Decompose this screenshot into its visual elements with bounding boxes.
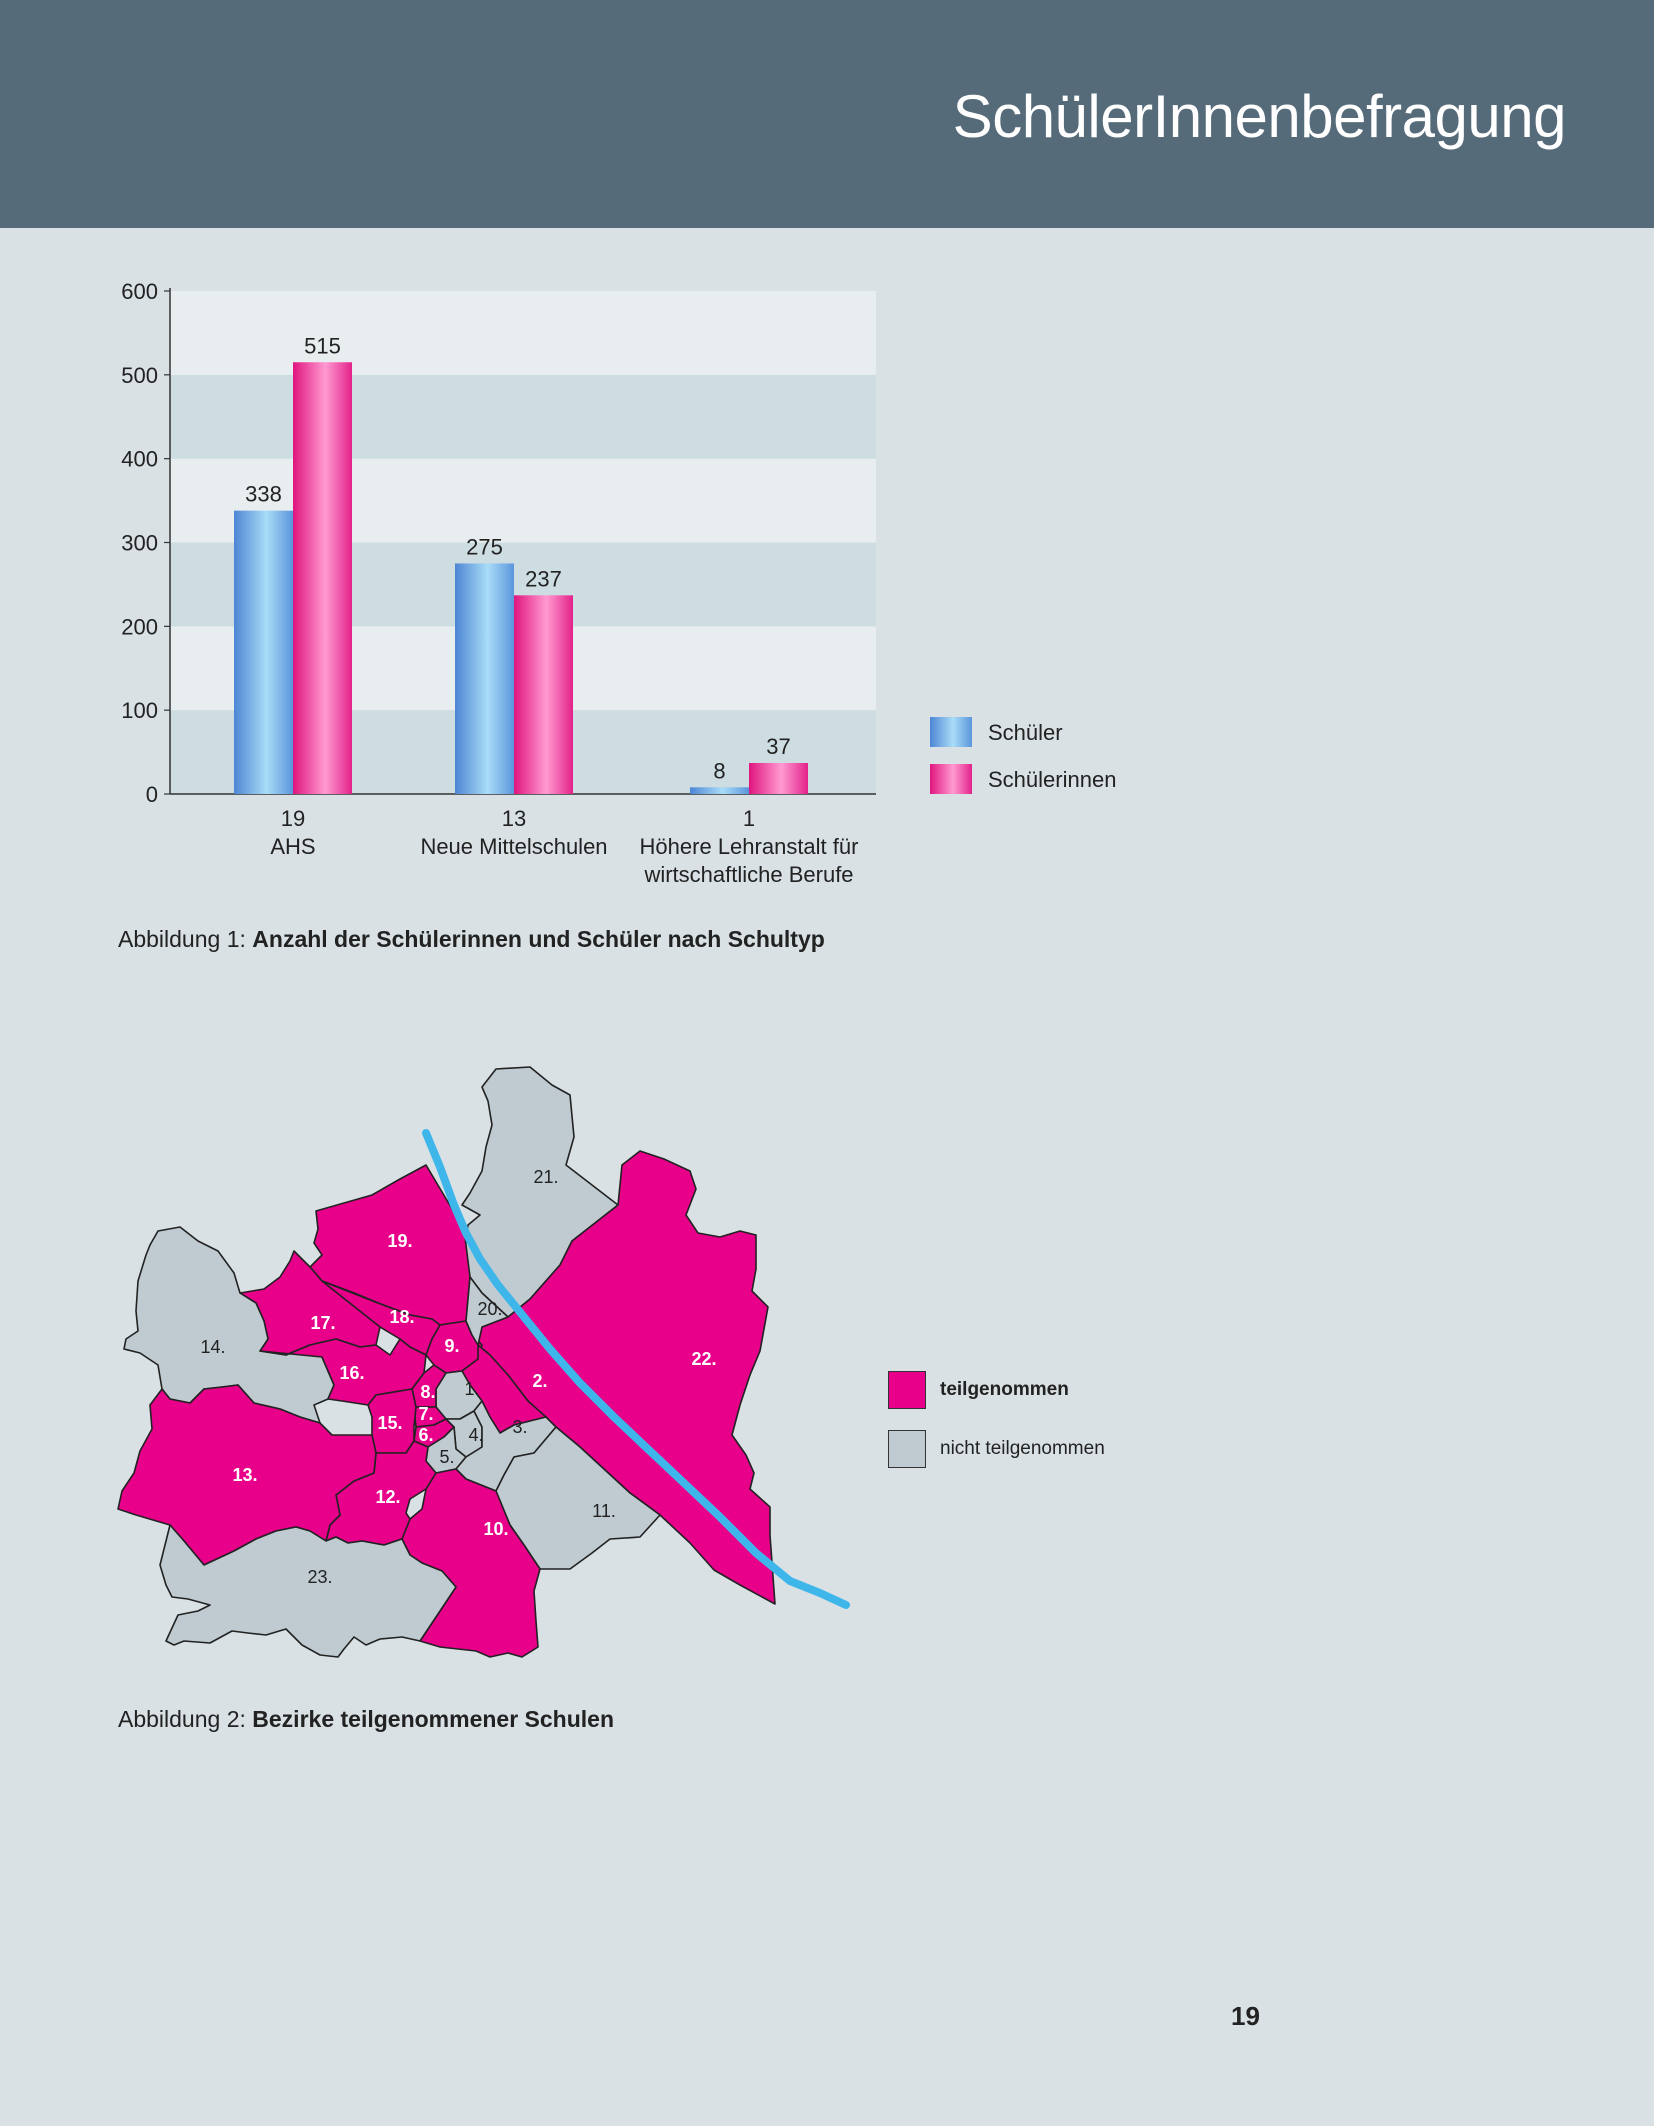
legend-entry: Schüler [988, 720, 1063, 745]
district-20 [465, 1276, 509, 1346]
legend-label-teilgenommen: teilgenommen [940, 1379, 1069, 1400]
district-label: 10. [483, 1519, 508, 1539]
bar-chart: 0 100 200 300 400 500 600 338 275 8 515 237 37 19 AHS… [121, 279, 1116, 887]
district-label: 19. [387, 1231, 412, 1251]
district-label: 11. [592, 1501, 616, 1521]
district-label: 6. [418, 1425, 433, 1445]
district-map: 1. 2. 3. 4. 5. 6.7.8. 9. 10. 11. 12. 13. 14. 15. 16. 1… [117, 1066, 850, 1658]
district-label: 20. [477, 1299, 502, 1319]
data-label: 37 [766, 734, 790, 759]
y-tick-label: 400 [121, 447, 158, 472]
page-header: SchülerInnenbefragung [0, 0, 1654, 228]
district-label: 7. [418, 1404, 433, 1424]
figure-2-caption: Abbildung 2: Bezirke teilgenommener Schu… [118, 1706, 614, 1733]
district-label: 8. [420, 1382, 435, 1402]
district-label: 15. [377, 1413, 402, 1433]
data-label: 275 [466, 534, 503, 559]
x-tick-label: 1 [743, 806, 755, 831]
bar-0-1 [455, 563, 514, 794]
data-label: 338 [245, 482, 282, 507]
y-tick-label: 0 [146, 782, 158, 807]
district-label: 3. [512, 1417, 527, 1437]
district-10 [401, 1468, 541, 1658]
figure-1-title: Anzahl der Schülerinnen und Schüler nach… [252, 926, 825, 952]
y-tick-label: 200 [121, 614, 158, 639]
district-label: 1. [464, 1379, 479, 1399]
x-tick-label: AHS [270, 834, 315, 859]
district-label: 5. [439, 1447, 454, 1467]
y-tick-label: 600 [121, 279, 158, 304]
district-label: 12. [375, 1487, 400, 1507]
bar-0-0 [234, 510, 293, 794]
x-tick-label: Höhere Lehranstalt für [640, 834, 859, 859]
grid-band [170, 291, 876, 375]
district-label: 18. [389, 1307, 414, 1327]
y-tick-label: 500 [121, 363, 158, 388]
bar-1-2 [749, 762, 808, 794]
figure-2-prefix: Abbildung 2: [118, 1706, 253, 1732]
district-label: 2. [532, 1371, 547, 1391]
district-label: 14. [200, 1337, 225, 1357]
legend-swatch [930, 717, 972, 747]
y-tick-label: 100 [121, 698, 158, 723]
figure-2-title: Bezirke teilgenommener Schulen [252, 1706, 615, 1732]
district-23 [159, 1524, 457, 1658]
legend-label-nicht-teilgenommen: nicht teilgenommen [940, 1438, 1105, 1459]
district-label: 13. [232, 1465, 257, 1485]
bar-1-0 [293, 362, 352, 794]
legend-swatch-nicht-teilgenommen [888, 1430, 926, 1468]
bar-1-1 [514, 595, 573, 794]
figure-1-caption: Abbildung 1: Anzahl der Schülerinnen und… [118, 926, 825, 953]
bar-0-2 [690, 787, 749, 794]
data-label: 237 [525, 566, 562, 591]
district-13 [117, 1384, 377, 1566]
district-label: 23. [307, 1567, 332, 1587]
page-title: SchülerInnenbefragung [952, 83, 1567, 150]
legend-swatch-teilgenommen [888, 1371, 926, 1409]
legend-entry: Schülerinnen [988, 767, 1116, 792]
data-label: 515 [304, 333, 341, 358]
district-label: 22. [691, 1349, 716, 1369]
page-number: 19 [1231, 2001, 1260, 2031]
x-tick-label: Neue Mittelschulen [420, 834, 607, 859]
x-tick-label: 19 [281, 806, 305, 831]
danube-river [422, 1129, 850, 1609]
legend-swatch [930, 764, 972, 794]
data-label: 8 [713, 758, 725, 783]
x-tick-label: wirtschaftliche Berufe [643, 862, 853, 887]
district-label: 4. [468, 1425, 483, 1445]
district-label: 21. [533, 1167, 558, 1187]
grid-band [170, 374, 876, 459]
district-label: 16. [339, 1363, 364, 1383]
y-tick-label: 300 [121, 531, 158, 556]
x-tick-label: 13 [502, 806, 526, 831]
figure-1-prefix: Abbildung 1: [118, 926, 253, 952]
district-label: 17. [310, 1313, 335, 1333]
district-label: 9. [444, 1336, 459, 1356]
